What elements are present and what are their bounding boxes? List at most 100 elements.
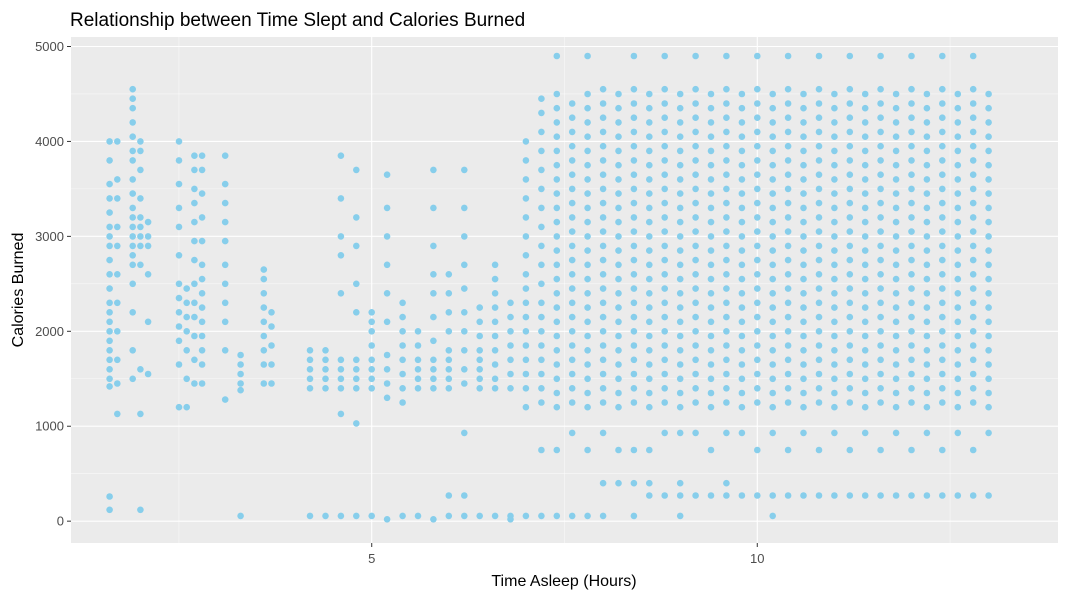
data-point xyxy=(615,375,622,383)
data-point xyxy=(661,256,668,264)
data-point xyxy=(137,506,144,514)
data-point xyxy=(707,375,715,383)
data-point xyxy=(353,420,360,427)
data-point xyxy=(877,142,884,150)
data-point xyxy=(522,176,530,183)
data-point xyxy=(491,332,499,340)
data-point xyxy=(815,285,823,292)
data-point xyxy=(522,356,530,364)
data-point xyxy=(892,161,900,169)
data-point xyxy=(923,429,931,437)
data-point xyxy=(615,347,622,354)
data-point xyxy=(831,304,838,311)
data-point xyxy=(399,313,406,321)
data-point xyxy=(584,318,591,326)
data-point xyxy=(221,299,229,307)
data-point xyxy=(522,138,530,145)
data-point xyxy=(476,318,484,326)
data-point xyxy=(129,176,136,183)
data-point xyxy=(815,100,823,107)
data-point xyxy=(661,242,668,250)
data-point xyxy=(923,204,931,212)
data-point xyxy=(954,90,962,98)
data-point xyxy=(692,228,699,235)
data-point xyxy=(800,119,807,126)
data-point xyxy=(985,361,992,368)
data-point xyxy=(129,147,136,155)
data-point xyxy=(939,385,946,392)
data-point xyxy=(784,313,792,321)
data-point xyxy=(445,512,453,520)
data-point xyxy=(939,157,946,164)
data-point xyxy=(846,85,854,93)
data-point xyxy=(846,242,854,250)
data-point xyxy=(599,342,607,349)
data-point xyxy=(954,304,962,311)
data-point xyxy=(646,218,653,226)
data-point xyxy=(353,166,360,174)
data-point xyxy=(784,446,792,454)
data-point xyxy=(584,104,591,112)
data-point xyxy=(754,157,761,164)
data-point xyxy=(430,375,437,383)
data-point xyxy=(892,492,900,499)
data-point xyxy=(800,161,807,169)
data-point xyxy=(877,328,884,335)
data-point xyxy=(630,128,638,136)
data-point xyxy=(861,275,869,283)
data-point xyxy=(692,114,699,121)
data-point xyxy=(553,176,561,183)
data-point xyxy=(692,385,699,392)
data-point xyxy=(522,342,530,349)
data-point xyxy=(106,366,113,373)
data-point xyxy=(538,313,545,321)
data-point xyxy=(129,95,136,102)
data-point xyxy=(353,375,360,383)
data-point xyxy=(646,104,653,112)
data-point xyxy=(568,142,576,150)
data-point xyxy=(985,275,992,283)
data-point xyxy=(538,356,545,364)
data-point xyxy=(198,347,206,354)
data-point xyxy=(800,332,807,340)
data-point xyxy=(877,313,884,321)
data-point xyxy=(368,309,376,316)
data-point xyxy=(538,299,545,307)
data-point xyxy=(646,147,653,155)
data-point xyxy=(784,385,792,392)
data-point xyxy=(106,506,113,514)
data-point xyxy=(414,366,422,373)
data-point xyxy=(846,157,854,164)
data-point xyxy=(707,332,715,340)
data-point xyxy=(892,290,900,297)
data-point xyxy=(183,375,190,383)
data-point xyxy=(615,90,622,98)
data-point xyxy=(553,347,561,354)
data-point xyxy=(831,247,838,254)
data-point xyxy=(491,261,499,269)
data-point xyxy=(723,313,730,321)
data-point xyxy=(353,214,360,221)
data-point xyxy=(923,147,931,155)
data-point xyxy=(985,492,992,499)
data-point xyxy=(815,299,823,307)
data-point xyxy=(846,214,854,221)
data-point xyxy=(969,128,977,136)
data-point xyxy=(599,114,607,121)
data-point xyxy=(615,446,622,454)
data-point xyxy=(707,133,715,140)
data-point xyxy=(985,218,992,226)
data-point xyxy=(630,313,638,321)
data-points xyxy=(106,52,992,523)
data-point xyxy=(615,332,622,340)
data-point xyxy=(877,185,884,193)
data-point xyxy=(646,479,653,487)
data-point xyxy=(815,185,823,193)
data-point xyxy=(553,275,561,283)
data-point xyxy=(615,133,622,140)
data-point xyxy=(784,100,792,107)
data-point xyxy=(908,199,915,207)
data-point xyxy=(661,492,668,499)
data-point xyxy=(831,176,838,183)
data-point xyxy=(723,242,730,250)
